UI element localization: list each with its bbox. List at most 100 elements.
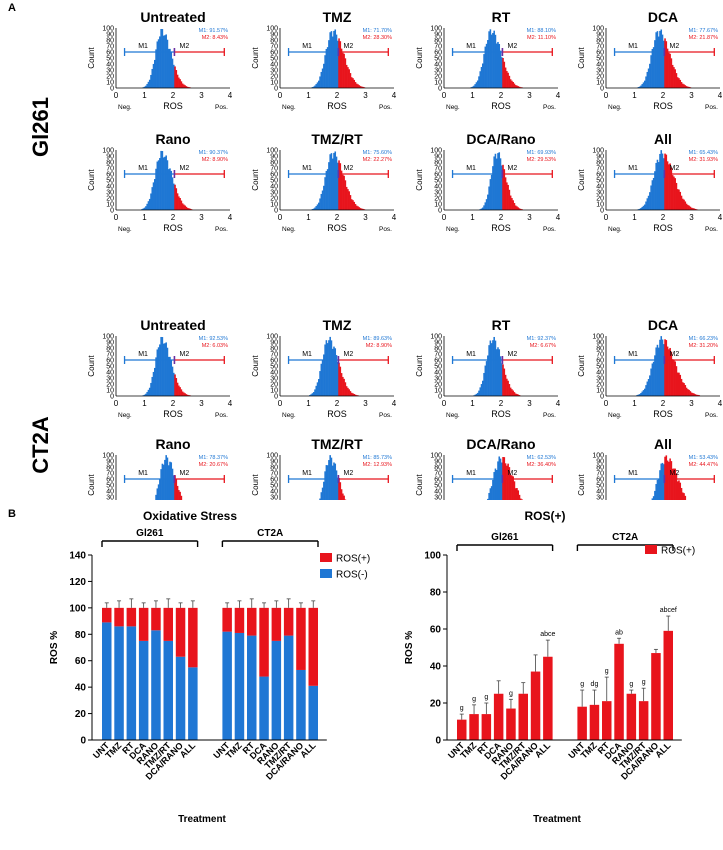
histogram-bar [649,63,651,88]
gate-m2-label: M2 [670,351,680,358]
histogram-bar [311,393,314,396]
histogram-bar [638,86,641,88]
gate-m1-percent: M1: 89.63% [363,336,392,342]
histogram-bar [339,366,342,396]
histogram-bar [659,339,661,396]
histogram-bar [344,58,347,88]
histogram-bar [668,52,670,88]
histogram-pos-label: Pos. [379,412,392,419]
histogram-bar [333,462,335,500]
histogram-y-tick: 60 [596,50,604,57]
histogram-bar [482,207,484,210]
gate-m1-percent: M1: 78.37% [199,455,228,461]
histogram-bar [362,86,364,88]
histogram-bar [520,208,522,210]
histogram-bar [640,85,642,88]
histogram-bar [146,203,148,210]
histogram-y-label: Count [415,355,424,377]
histogram-y-tick: 80 [270,465,278,472]
gate-m2-percent: M2: 8.90% [366,343,392,349]
histogram-bar [354,394,357,396]
histogram-bar [516,206,518,210]
histogram-bar [656,344,659,396]
histogram-bar [518,395,521,396]
gate-m2-percent: M2: 29.53% [527,157,556,163]
histogram-x-tick: 2 [335,213,340,222]
histogram-y-tick: 40 [270,489,278,496]
histogram-bar [483,54,485,88]
histogram-bar [506,71,508,88]
histogram-bar [169,168,171,210]
histogram-x-tick: 1 [142,91,147,100]
histogram-13: TMZ/RT0102030405060708090100Count01234Ne… [251,436,392,500]
histogram-bar [661,34,664,88]
gate-m1-percent: M1: 62.53% [527,455,556,461]
histogram-x-tick: 2 [661,399,666,408]
histogram-bar [170,51,173,88]
histogram-title: Untreated [140,317,205,333]
histogram-x-label: ROS [653,223,673,233]
histogram-bar [645,76,647,88]
bar-ros-negative [271,640,282,740]
histogram-y-tick: 90 [270,340,278,347]
histogram-y-tick: 90 [106,459,114,466]
histogram-bar [171,177,174,210]
histogram-bar [664,339,666,396]
histogram-bar [518,86,521,88]
histogram-bar [175,478,178,500]
histogram-bar [501,57,503,88]
histogram-bar [669,163,671,210]
histogram-bar [173,372,175,396]
histogram-bar [514,393,517,396]
histogram-bar [697,394,699,396]
histogram-title: DCA [648,9,678,25]
histogram-y-tick: 80 [270,346,278,353]
histogram-bar [678,480,680,500]
histogram-bar [657,36,660,88]
histogram-y-tick: 100 [102,334,114,341]
histogram-bar [174,184,176,210]
histogram-bar [488,186,490,210]
bar-ros-positive [589,704,600,740]
histogram-bar [178,196,180,210]
histogram-bar [663,40,665,88]
histogram-bar [503,61,506,88]
histogram-bar [674,69,676,88]
histogram-bar [676,77,679,88]
histogram-bar [506,378,508,396]
histogram-bar [325,170,328,210]
histogram-bar [326,169,329,210]
histogram-title: DCA/Rano [466,436,535,452]
histogram-bar [501,363,503,396]
histogram-y-tick: 50 [596,56,604,63]
histogram-x-tick: 3 [363,91,368,100]
histogram-bar [175,188,178,210]
histogram-bar [312,392,315,396]
histogram-y-tick: 0 [110,208,114,215]
histogram-x-tick: 0 [114,399,119,408]
histogram-bar [679,79,682,88]
group-label: CT2A [257,528,283,539]
histogram-bar [666,161,669,210]
bar-ros-positive [126,607,137,627]
group-label: CT2A [612,532,638,543]
histogram-y-tick: 80 [106,465,114,472]
histogram-bar [673,67,675,88]
histogram-bar [160,28,162,88]
histogram-y-tick: 60 [596,477,604,484]
gate-m1-percent: M1: 91.57% [199,28,228,34]
histogram-neg-label: Neg. [282,412,296,419]
histogram-y-tick: 50 [106,56,114,63]
bar-ros-positive [543,656,553,740]
histogram-bar [160,469,162,500]
histogram-bar [314,85,316,88]
histogram-bar [160,150,162,210]
gate-m2-percent: M2: 8.90% [202,157,228,163]
histogram-bar [328,340,330,396]
histogram-bar [644,204,646,210]
histogram-bar [483,205,485,210]
histogram-x-label: ROS [491,409,511,419]
histogram-bar [348,69,350,88]
histogram-bar [664,38,666,88]
histogram-bar [162,464,165,500]
